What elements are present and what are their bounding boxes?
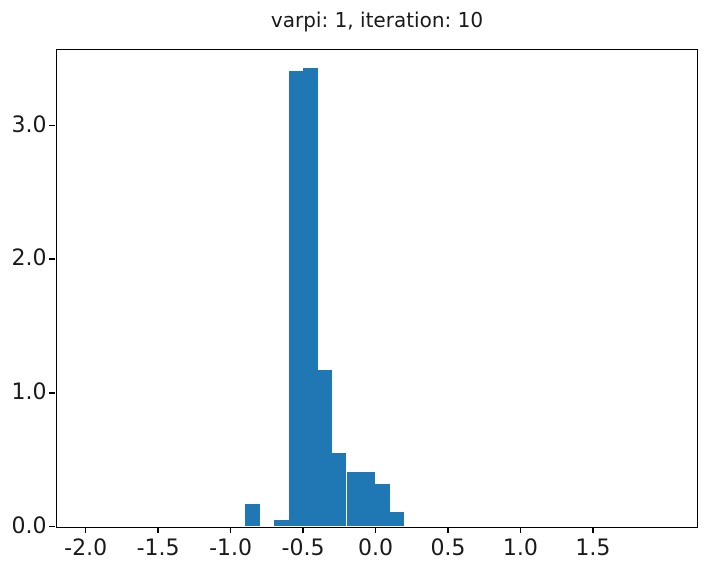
x-axis-tick <box>519 528 522 533</box>
x-axis-tick-label: 1.5 <box>575 535 611 561</box>
histogram-bar <box>245 503 260 527</box>
x-axis-tick-label: 0.5 <box>430 535 466 561</box>
plot-area: -2.0 -1.5 -1.0 -0.5 0.0 0.5 1.0 1.5 0.0 1.0 2.0 3.0 <box>12 48 698 561</box>
x-axis-tick-label: 1.0 <box>502 535 538 561</box>
x-axis-tick-label: -1.5 <box>136 535 180 561</box>
y-axis-tick-label: 0.0 <box>11 513 47 539</box>
x-axis-tick <box>374 528 377 533</box>
x-axis-tick <box>229 528 232 533</box>
y-axis-tick-label: 2.0 <box>11 246 47 272</box>
x-axis-tick-label: 0.0 <box>357 535 393 561</box>
x-axis-tick <box>447 528 449 533</box>
histogram-bar <box>389 511 405 527</box>
x-axis-tick <box>84 528 87 533</box>
histogram-bar <box>346 471 361 527</box>
x-axis-tick-label: -0.5 <box>281 535 325 561</box>
histogram-bar <box>288 70 303 527</box>
chart-title: varpi: 1, iteration: 10 <box>270 8 484 32</box>
histogram-bar <box>375 483 390 527</box>
x-axis-tick <box>592 528 594 533</box>
x-axis-tick <box>302 528 304 533</box>
y-axis-tick-label: 3.0 <box>11 112 47 138</box>
y-axis-tick <box>49 258 55 261</box>
y-axis-tick <box>49 124 55 127</box>
histogram-bar <box>360 471 376 527</box>
histogram-bar <box>332 453 347 527</box>
y-axis-tick-label: 1.0 <box>11 379 47 405</box>
y-axis-tick <box>49 392 55 394</box>
histogram-bar <box>303 68 318 527</box>
histogram-bar <box>317 370 332 527</box>
x-axis-tick-label: -1.0 <box>209 535 253 561</box>
x-axis-tick-label: -2.0 <box>64 535 108 561</box>
histogram-bar <box>274 519 289 527</box>
y-axis-tick <box>49 525 55 528</box>
x-axis-tick <box>157 528 159 533</box>
